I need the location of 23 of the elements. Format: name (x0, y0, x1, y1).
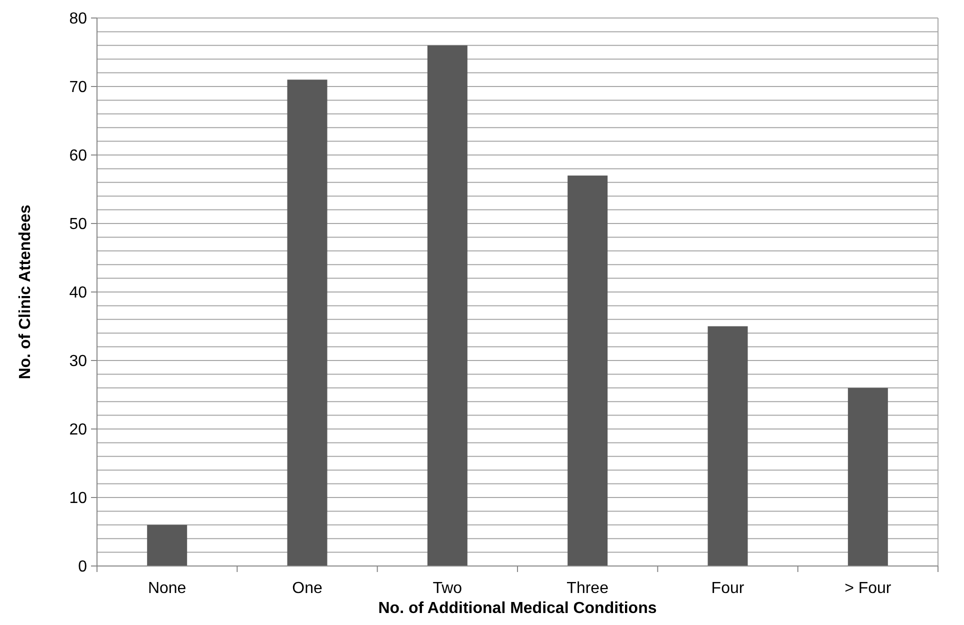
y-tick-label: 40 (69, 284, 88, 302)
bar (427, 45, 468, 566)
y-axis-title: No. of Clinic Attendees (17, 204, 34, 380)
x-tick-label: Three (566, 580, 609, 597)
bar (848, 388, 888, 566)
x-tick-label: Four (711, 580, 745, 597)
x-tick-label: > Four (844, 580, 892, 597)
bar (568, 176, 608, 566)
y-tick-label: 70 (69, 79, 88, 96)
y-tick-label: 80 (69, 10, 88, 28)
bar (147, 524, 188, 566)
y-tick-label: 0 (78, 558, 88, 576)
y-tick-label: 60 (69, 148, 88, 165)
y-tick-label: 20 (69, 422, 88, 439)
x-tick-label: Two (432, 580, 462, 597)
bar (287, 80, 328, 566)
y-tick-label: 50 (69, 216, 88, 234)
x-axis-title: No. of Additional Medical Conditions (378, 600, 657, 617)
bar (708, 326, 748, 566)
y-tick-label: 30 (69, 353, 88, 370)
x-tick-label: One (292, 580, 322, 597)
y-tick-label: 10 (69, 490, 88, 508)
x-tick-label: None (148, 580, 186, 597)
